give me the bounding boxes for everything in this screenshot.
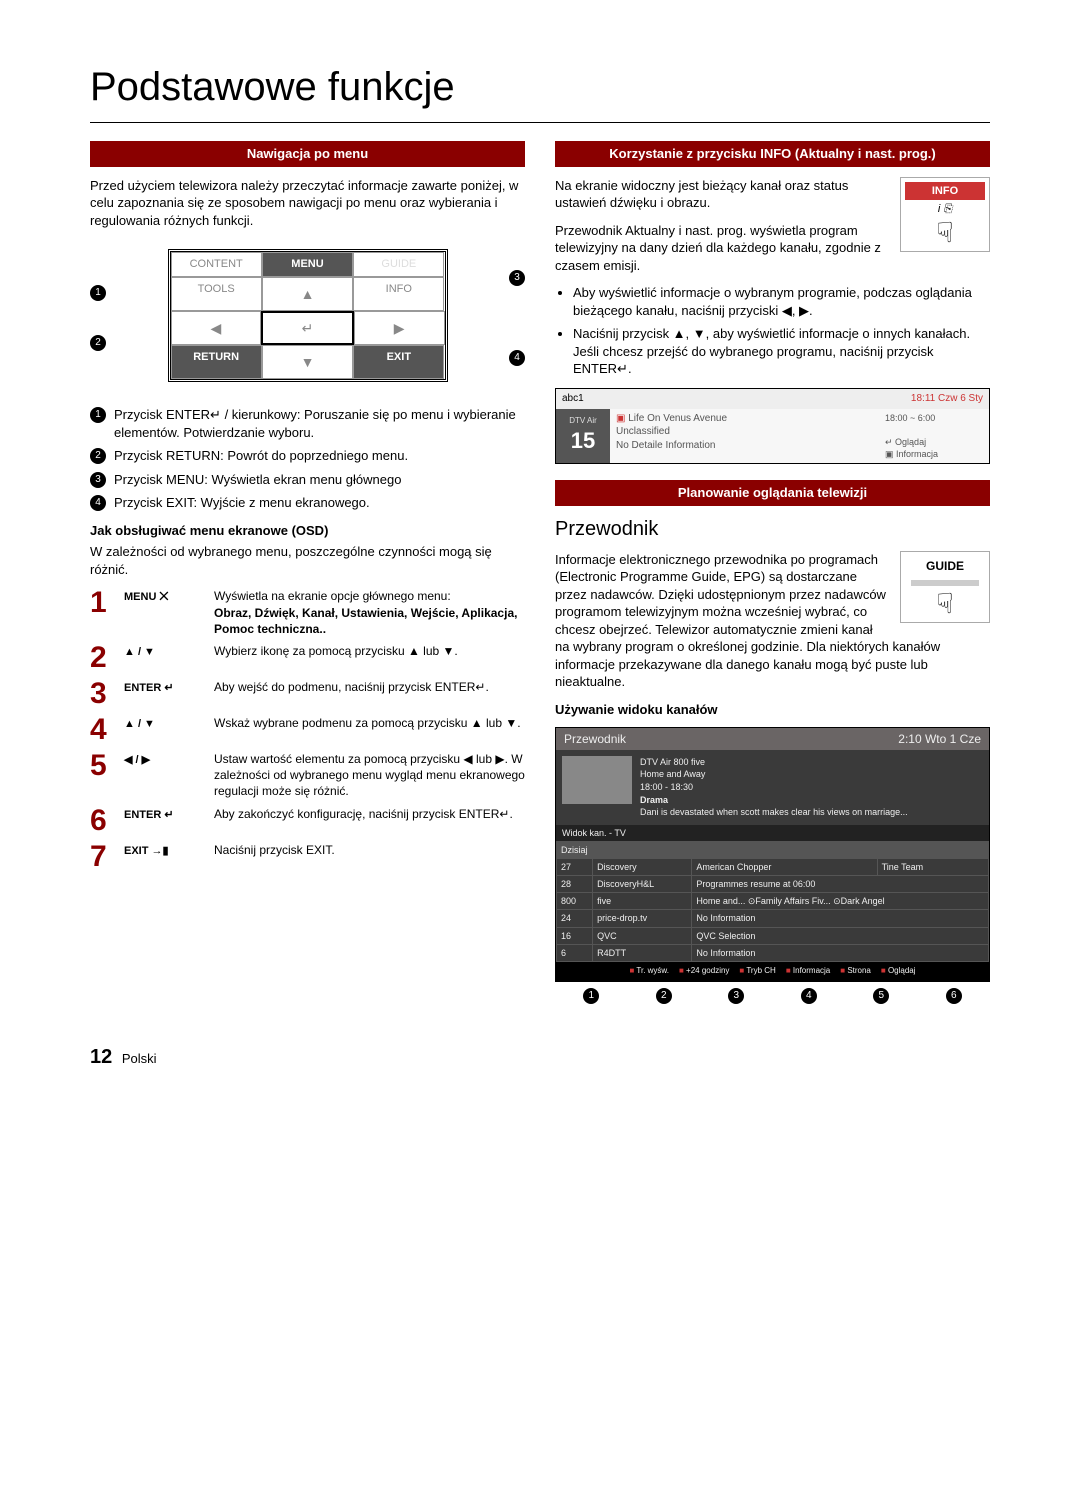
gs-tab: Widok kan. - TV bbox=[556, 825, 989, 841]
info-bullet-2: Naciśnij przycisk ▲, ▼, aby wyświetlić i… bbox=[573, 325, 990, 378]
two-column-layout: Nawigacja po menu Przed użyciem telewizo… bbox=[90, 141, 990, 1004]
remote-callout-3: 3 bbox=[509, 270, 525, 286]
gs-meta: DTV Air 800 five Home and Away 18:00 - 1… bbox=[640, 756, 983, 819]
bd-num-3: 3 bbox=[90, 472, 106, 488]
gs-title: Przewodnik bbox=[564, 731, 626, 747]
remote-diagram: CONTENT MENU GUIDE TOOLS ▲ INFO ◀ ↵ ▶ RE… bbox=[168, 249, 448, 382]
step-num-5: 5 bbox=[90, 751, 114, 800]
bd-txt-2: Przycisk RETURN: Powrót do poprzedniego … bbox=[114, 447, 408, 465]
gs-thumbnail bbox=[562, 756, 632, 804]
remote-return: RETURN bbox=[171, 345, 262, 379]
remote-callout-2: 2 bbox=[90, 335, 106, 351]
remote-callout-1: 1 bbox=[90, 285, 106, 301]
step-desc-7: Naciśnij przycisk EXIT. bbox=[214, 842, 525, 872]
info-bullet-1: Aby wyświetlić informacje o wybranym pro… bbox=[573, 284, 990, 319]
remote-info: INFO bbox=[353, 277, 444, 311]
remote-guide: GUIDE bbox=[353, 252, 444, 277]
step-num-4: 4 bbox=[90, 715, 114, 745]
step-desc-1: Wyświetla na ekranie opcje głównego menu… bbox=[214, 588, 525, 637]
bd-txt-4: Przycisk EXIT: Wyjście z menu ekranowego… bbox=[114, 494, 370, 512]
remote-tools: TOOLS bbox=[171, 277, 262, 311]
step-desc-5: Ustaw wartość elementu za pomocą przycis… bbox=[214, 751, 525, 800]
bd-txt-1: Przycisk ENTER↵ / kierunkowy: Poruszanie… bbox=[114, 406, 525, 441]
strip-channel-number: DTV Air 15 bbox=[556, 409, 610, 464]
remote-down: ▼ bbox=[262, 345, 353, 379]
gs-footer: Tr. wyśw. +24 godziny Tryb CH Informacja… bbox=[556, 962, 989, 981]
strip-programme: ▣ Life On Venus Avenue Unclassified No D… bbox=[610, 409, 879, 464]
page-number: 12 bbox=[90, 1046, 112, 1068]
plan-section-header: Planowanie oglądania telewizji bbox=[555, 480, 990, 506]
step-key-3: ENTER ↵ bbox=[124, 679, 204, 709]
right-column: Korzystanie z przycisku INFO (Aktualny i… bbox=[555, 141, 990, 1004]
gs-grid: Dzisiaj 27DiscoveryAmerican ChopperTine … bbox=[556, 841, 989, 962]
hand-icon: ☟ bbox=[905, 590, 985, 618]
strip-actions: 18:00 ~ 6:00 ↵ Oglądaj ▣ Informacja bbox=[879, 409, 989, 464]
osd-note: W zależności od wybranego menu, poszczeg… bbox=[90, 543, 525, 578]
page-language: Polski bbox=[122, 1051, 157, 1066]
step-key-1: MENU ⨉ bbox=[124, 588, 204, 637]
osd-steps: 1 MENU ⨉ Wyświetla na ekranie opcje głów… bbox=[90, 588, 525, 871]
gs-clock: 2:10 Wto 1 Cze bbox=[898, 731, 981, 747]
step-key-6: ENTER ↵ bbox=[124, 806, 204, 836]
step-key-5: ◀ / ▶ bbox=[124, 751, 204, 800]
button-descriptions: 1 Przycisk ENTER↵ / kierunkowy: Poruszani… bbox=[90, 406, 525, 512]
bd-num-2: 2 bbox=[90, 448, 106, 464]
step-desc-4: Wskaż wybrane podmenu za pomocą przycisk… bbox=[214, 715, 525, 745]
nav-section-header: Nawigacja po menu bbox=[90, 141, 525, 167]
step-desc-2: Wybierz ikonę za pomocą przycisku ▲ lub … bbox=[214, 643, 525, 673]
remote-exit: EXIT bbox=[353, 345, 444, 379]
step-key-7: EXIT →▮ bbox=[124, 842, 204, 872]
remote-left: ◀ bbox=[171, 311, 262, 345]
info-section-header: Korzystanie z przycisku INFO (Aktualny i… bbox=[555, 141, 990, 167]
step-num-1: 1 bbox=[90, 588, 114, 637]
guide-heading: Przewodnik bbox=[555, 516, 990, 543]
guide-button-illustration: GUIDE ☟ bbox=[900, 551, 990, 623]
channel-info-strip: abc1 18:11 Czw 6 Sty DTV Air 15 ▣ Life O… bbox=[555, 388, 990, 464]
info-button-illustration: INFO i ⎘ ☟ bbox=[900, 177, 990, 253]
remote-callout-4: 4 bbox=[509, 350, 525, 366]
step-num-3: 3 bbox=[90, 679, 114, 709]
left-column: Nawigacja po menu Przed użyciem telewizo… bbox=[90, 141, 525, 1004]
bd-txt-3: Przycisk MENU: Wyświetla ekran menu głów… bbox=[114, 471, 401, 489]
remote-up: ▲ bbox=[262, 277, 353, 311]
nav-intro: Przed użyciem telewizora należy przeczyt… bbox=[90, 177, 525, 230]
guide-screenshot: Przewodnik 2:10 Wto 1 Cze DTV Air 800 fi… bbox=[555, 727, 990, 982]
guide-badge: GUIDE bbox=[905, 556, 985, 576]
step-num-2: 2 bbox=[90, 643, 114, 673]
info-bullets: Aby wyświetlić informacje o wybranym pro… bbox=[555, 284, 990, 378]
step-desc-3: Aby wejść do podmenu, naciśnij przycisk … bbox=[214, 679, 525, 709]
strip-clock: 18:11 Czw 6 Sty bbox=[905, 389, 989, 409]
osd-heading: Jak obsługiwać menu ekranowe (OSD) bbox=[90, 522, 525, 540]
remote-right: ▶ bbox=[354, 311, 445, 345]
page-footer: 12 Polski bbox=[90, 1044, 990, 1071]
step-num-7: 7 bbox=[90, 842, 114, 872]
remote-content: CONTENT bbox=[171, 252, 262, 277]
remote-enter: ↵ bbox=[261, 311, 354, 345]
step-desc-6: Aby zakończyć konfigurację, naciśnij prz… bbox=[214, 806, 525, 836]
strip-channel-name: abc1 bbox=[556, 389, 905, 409]
step-key-2: ▲ / ▼ bbox=[124, 643, 204, 673]
info-badge: INFO bbox=[905, 182, 985, 201]
bd-num-1: 1 bbox=[90, 407, 106, 423]
step-key-4: ▲ / ▼ bbox=[124, 715, 204, 745]
gs-callouts: 1 2 3 4 5 6 bbox=[555, 988, 990, 1004]
use-channel-view-head: Używanie widoku kanałów bbox=[555, 701, 990, 719]
page-title: Podstawowe funkcje bbox=[90, 60, 990, 123]
hand-icon: ☟ bbox=[905, 219, 985, 247]
remote-menu: MENU bbox=[262, 252, 353, 277]
bd-num-4: 4 bbox=[90, 495, 106, 511]
step-num-6: 6 bbox=[90, 806, 114, 836]
